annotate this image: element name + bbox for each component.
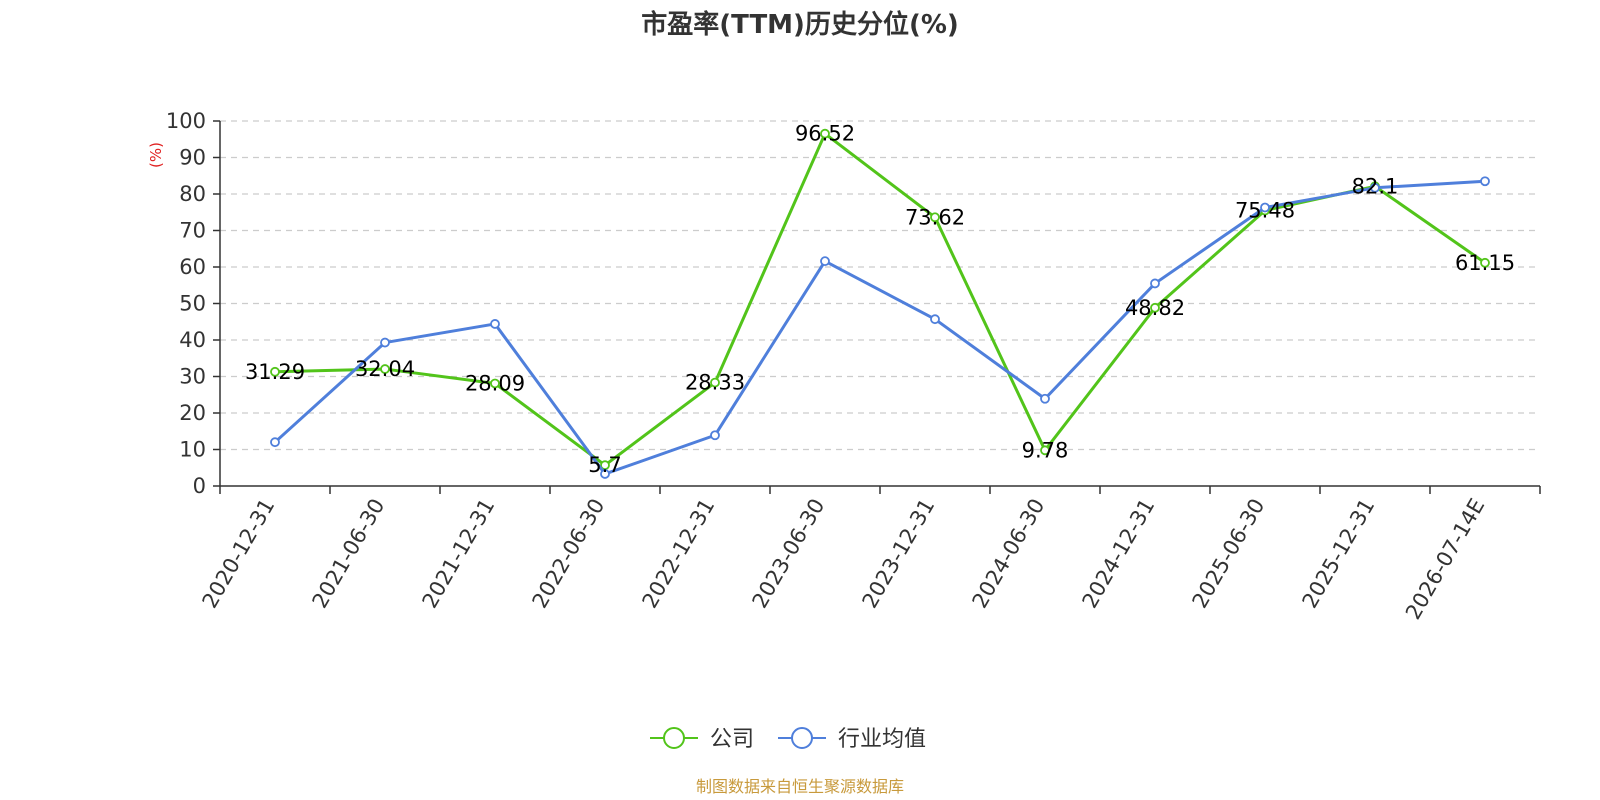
data-point[interactable] — [1480, 257, 1490, 268]
data-label: 31.29 — [245, 360, 305, 384]
x-tick-label: 2023-06-30 — [748, 495, 830, 613]
grid-lines — [220, 120, 1540, 451]
x-tick-label: 2025-12-31 — [1298, 495, 1380, 613]
data-label: 28.33 — [685, 371, 745, 395]
data-label: 82.1 — [1352, 174, 1399, 198]
legend-item-1[interactable]: 行业均值 — [778, 727, 926, 752]
y-tick-label: 90 — [179, 146, 206, 170]
data-label: 48.82 — [1125, 296, 1185, 320]
legend-circle-icon — [663, 727, 685, 749]
series-line-0 — [274, 132, 1486, 467]
series-lines — [270, 128, 1490, 479]
source-note: 制图数据来自恒生聚源数据库 — [696, 777, 904, 796]
data-label: 5.7 — [588, 453, 621, 477]
data-point[interactable] — [1370, 182, 1380, 193]
data-label: 73.62 — [905, 205, 965, 229]
chart-title: 市盈率(TTM)历史分位(%) — [641, 9, 959, 40]
y-tick-label: 20 — [179, 401, 206, 425]
y-tick-label: 80 — [179, 182, 206, 206]
data-point[interactable] — [1040, 445, 1050, 456]
y-tick-label: 10 — [179, 438, 206, 462]
data-point[interactable] — [1040, 393, 1050, 404]
data-point[interactable] — [820, 128, 830, 139]
data-point[interactable] — [270, 366, 280, 377]
x-tick-label: 2025-06-30 — [1188, 495, 1270, 613]
data-point[interactable] — [1150, 278, 1160, 289]
x-tick-label: 2021-12-31 — [418, 495, 500, 613]
legend-label: 公司 — [710, 727, 754, 752]
data-label: 96.52 — [795, 122, 855, 146]
y-tick-label: 70 — [179, 219, 206, 243]
x-tick-label: 2024-12-31 — [1078, 495, 1160, 613]
legend-circle-icon — [791, 727, 813, 749]
y-tick-label: 0 — [193, 474, 206, 498]
data-point[interactable] — [490, 319, 500, 329]
data-point[interactable] — [1150, 302, 1160, 313]
data-point[interactable] — [1260, 202, 1270, 213]
y-tick-label: 100 — [166, 109, 206, 133]
x-tick-label: 2023-12-31 — [858, 495, 940, 613]
data-point[interactable] — [820, 256, 830, 267]
data-point[interactable] — [930, 212, 940, 223]
data-label: 28.09 — [465, 371, 525, 395]
data-point[interactable] — [1480, 176, 1490, 187]
x-tick-label: 2022-06-30 — [528, 495, 610, 613]
x-tick-label: 2024-06-30 — [968, 495, 1050, 613]
data-point[interactable] — [710, 377, 720, 388]
y-tick-label: 40 — [179, 328, 206, 352]
legend-item-0[interactable]: 公司 — [650, 727, 754, 752]
data-labels: 31.29 32.04 28.09 5.7 28.33 96.52 73.62 9.78 48.… — [245, 122, 1515, 477]
data-point[interactable] — [600, 469, 610, 479]
data-label: 32.04 — [355, 357, 415, 381]
data-label: 75.48 — [1235, 198, 1295, 222]
series-line-1 — [273, 179, 1486, 476]
legend[interactable]: 公司 行业均值 — [650, 727, 926, 752]
data-point[interactable] — [710, 430, 720, 441]
x-tick-label: 2021-06-30 — [308, 495, 390, 613]
data-point[interactable] — [380, 364, 390, 374]
data-label: 9.78 — [1022, 438, 1069, 462]
data-point[interactable] — [930, 314, 940, 325]
y-axis-label: (%) — [147, 142, 165, 168]
y-tick-label: 30 — [179, 365, 206, 389]
data-point[interactable] — [490, 378, 500, 389]
data-point[interactable] — [380, 337, 390, 348]
y-tick-label: 60 — [179, 255, 206, 279]
legend-label: 行业均值 — [838, 727, 926, 752]
x-tick-label: 2026-07-14E — [1401, 495, 1489, 624]
data-point[interactable] — [270, 437, 280, 448]
x-tick-label: 2020-12-31 — [198, 495, 280, 613]
y-tick-label: 50 — [179, 292, 206, 316]
x-tick-label: 2022-12-31 — [638, 495, 720, 613]
data-label: 61.15 — [1455, 251, 1515, 275]
